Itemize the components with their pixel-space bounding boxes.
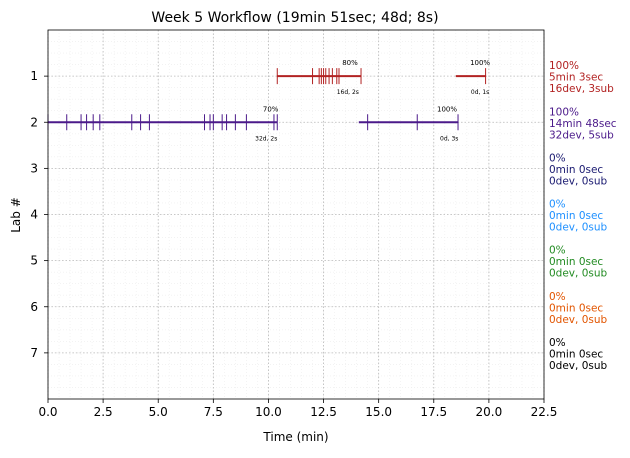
lab-summary-line: 14min 48sec <box>549 118 617 130</box>
lab-summary-line: 100% <box>549 106 579 118</box>
lab-summary-line: 0% <box>549 152 566 164</box>
segment-percent-label: 80% <box>342 59 358 67</box>
y-tick-label: 2 <box>30 115 38 129</box>
lab-summary-line: 0dev, 0sub <box>549 222 608 234</box>
grid <box>47 30 545 399</box>
x-tick-label: 2.5 <box>94 405 113 419</box>
lab-summary-line: 0dev, 0sub <box>549 175 608 187</box>
lab-summary-line: 100% <box>549 60 579 72</box>
y-tick-label: 6 <box>30 300 38 314</box>
segment-count-label: 0d, 1s <box>471 89 489 96</box>
x-tick-label: 15.0 <box>365 405 392 419</box>
y-tick-label: 5 <box>30 254 38 268</box>
lab-summary-line: 0dev, 0sub <box>549 360 608 372</box>
lab-summary-line: 5min 3sec <box>549 72 603 84</box>
x-tick-label: 5.0 <box>149 405 168 419</box>
x-tick-label: 22.5 <box>531 405 558 419</box>
segment-count-label: 16d, 2s <box>337 89 359 96</box>
segment-percent-label: 100% <box>470 59 490 67</box>
y-tick-label: 1 <box>30 69 38 83</box>
lab-summary-line: 0% <box>549 337 566 349</box>
chart-title: Week 5 Workflow (19min 51sec; 48d; 8s) <box>151 10 438 26</box>
lab-summary-line: 0% <box>549 291 566 303</box>
x-tick-label: 17.5 <box>420 405 447 419</box>
lab-summary-line: 0% <box>549 199 566 211</box>
lab-summary-line: 0% <box>549 245 566 257</box>
lab-summary-line: 0min 0sec <box>549 302 603 314</box>
segment-percent-label: 100% <box>437 105 457 113</box>
lab-summary-line: 0min 0sec <box>549 348 603 360</box>
x-tick-label: 12.5 <box>310 405 337 419</box>
segment-count-label: 32d, 2s <box>255 135 277 142</box>
x-tick-label: 20.0 <box>476 405 503 419</box>
lab-summary-line: 32dev, 5sub <box>549 129 614 141</box>
x-tick-label: 10.0 <box>255 405 282 419</box>
lab-summary-line: 0dev, 0sub <box>549 268 608 280</box>
lab-summary-line: 0min 0sec <box>549 164 603 176</box>
lab-summary-line: 0min 0sec <box>549 210 603 222</box>
y-tick-label: 3 <box>30 161 38 175</box>
y-tick-label: 7 <box>30 346 38 360</box>
x-axis-label: Time (min) <box>262 430 328 444</box>
y-axis-label: Lab # <box>9 197 23 233</box>
segment-count-label: 0d, 3s <box>440 135 458 142</box>
x-tick-label: 7.5 <box>204 405 223 419</box>
x-tick-label: 0.0 <box>38 405 57 419</box>
segment-percent-label: 70% <box>263 105 279 113</box>
lab-summary-line: 16dev, 3sub <box>549 83 614 95</box>
y-tick-label: 4 <box>30 208 38 222</box>
data-series: 80% 16d, 2s 100% 0d, 1s 70% 32d, 2s 100% 0d, 3s <box>47 59 490 142</box>
lab-summary-line: 0dev, 0sub <box>549 314 608 326</box>
lab-summary-line: 0min 0sec <box>549 256 603 268</box>
axes: 0.0 2.5 5.0 7.5 10.0 12.5 15.0 17.5 20.0 22.5 1 2 3 4… <box>30 69 557 419</box>
